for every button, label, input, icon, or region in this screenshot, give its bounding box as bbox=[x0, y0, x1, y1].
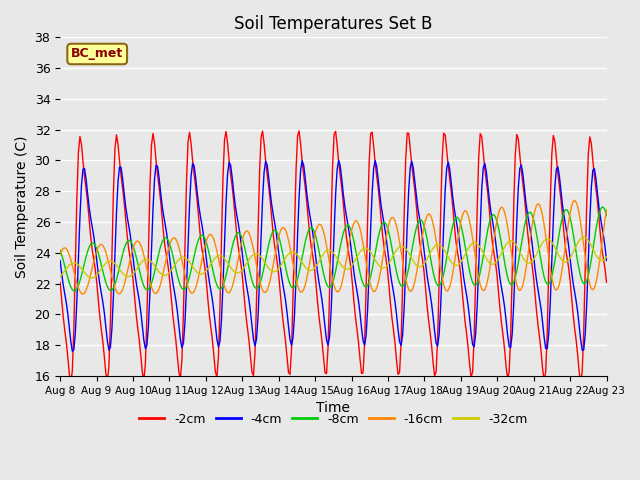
-16cm bbox=[248, 240, 256, 245]
-16cm bbox=[56, 252, 64, 257]
-4cm bbox=[239, 255, 246, 261]
-8cm bbox=[70, 288, 77, 294]
-8cm bbox=[598, 204, 606, 210]
-32cm bbox=[603, 254, 611, 260]
-16cm bbox=[575, 211, 583, 216]
-8cm bbox=[603, 213, 611, 218]
-16cm bbox=[603, 207, 611, 213]
-32cm bbox=[56, 274, 64, 279]
-32cm bbox=[221, 256, 228, 262]
-32cm bbox=[580, 234, 588, 240]
-32cm bbox=[239, 266, 246, 272]
Legend: -2cm, -4cm, -8cm, -16cm, -32cm: -2cm, -4cm, -8cm, -16cm, -32cm bbox=[134, 408, 532, 431]
-32cm bbox=[248, 253, 256, 259]
-16cm bbox=[125, 263, 132, 269]
-4cm bbox=[125, 222, 132, 228]
-2cm bbox=[221, 137, 228, 143]
-4cm bbox=[335, 157, 342, 163]
-2cm bbox=[298, 158, 306, 164]
-16cm bbox=[571, 197, 579, 203]
-32cm bbox=[574, 240, 582, 246]
-8cm bbox=[221, 278, 228, 284]
-4cm bbox=[248, 323, 256, 328]
-8cm bbox=[248, 277, 256, 283]
-8cm bbox=[574, 259, 582, 264]
Line: -2cm: -2cm bbox=[60, 131, 607, 383]
-16cm bbox=[297, 289, 305, 295]
-4cm bbox=[603, 258, 611, 264]
-2cm bbox=[575, 369, 583, 374]
-32cm bbox=[297, 257, 305, 263]
-8cm bbox=[297, 262, 305, 268]
-4cm bbox=[56, 258, 64, 264]
Line: -4cm: -4cm bbox=[60, 160, 607, 351]
-4cm bbox=[575, 323, 583, 328]
Y-axis label: Soil Temperature (C): Soil Temperature (C) bbox=[15, 135, 29, 278]
Line: -8cm: -8cm bbox=[60, 207, 607, 291]
-8cm bbox=[125, 238, 132, 243]
X-axis label: Time: Time bbox=[316, 401, 350, 415]
-16cm bbox=[221, 284, 228, 289]
-16cm bbox=[79, 291, 87, 297]
-2cm bbox=[239, 278, 246, 284]
Text: BC_met: BC_met bbox=[71, 48, 124, 60]
-16cm bbox=[239, 235, 246, 240]
-4cm bbox=[221, 239, 228, 244]
-2cm bbox=[603, 279, 611, 285]
-8cm bbox=[56, 248, 64, 253]
Line: -32cm: -32cm bbox=[60, 237, 607, 278]
Line: -16cm: -16cm bbox=[60, 200, 607, 294]
-2cm bbox=[125, 246, 132, 252]
-8cm bbox=[239, 238, 246, 243]
-2cm bbox=[248, 369, 256, 375]
-4cm bbox=[297, 168, 305, 173]
-32cm bbox=[125, 274, 132, 279]
-2cm bbox=[295, 128, 303, 134]
Title: Soil Temperatures Set B: Soil Temperatures Set B bbox=[234, 15, 433, 33]
-32cm bbox=[88, 275, 96, 281]
-2cm bbox=[56, 279, 64, 285]
-2cm bbox=[67, 380, 75, 386]
-4cm bbox=[68, 348, 76, 354]
